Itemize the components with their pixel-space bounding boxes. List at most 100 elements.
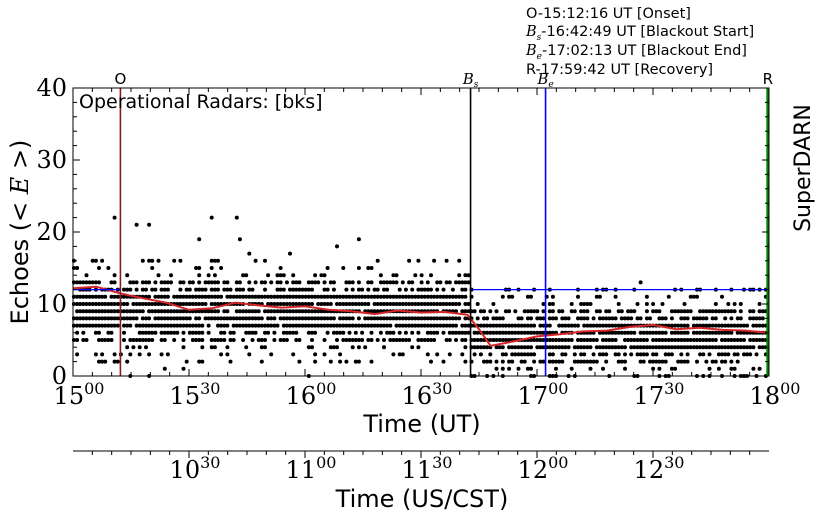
- scatter-point: [616, 302, 621, 306]
- scatter-point: [641, 330, 646, 335]
- scatter-point: [701, 330, 706, 335]
- scatter-point: [159, 330, 164, 335]
- scatter-point: [209, 338, 214, 342]
- scatter-point: [219, 266, 224, 270]
- scatter-point: [754, 352, 759, 357]
- scatter-point: [344, 287, 349, 292]
- scatter-point: [112, 280, 117, 285]
- x-tick-label-ut: 1630: [402, 379, 453, 410]
- scatter-point: [169, 316, 173, 321]
- scatter-point: [463, 345, 468, 350]
- scatter-point: [554, 359, 558, 364]
- scatter-point: [385, 280, 390, 285]
- scatter-point: [93, 302, 98, 306]
- scatter-point: [97, 330, 101, 335]
- scatter-point: [582, 316, 587, 321]
- scatter-point: [419, 294, 424, 299]
- scatter-point: [194, 294, 199, 299]
- scatter-point: [281, 338, 286, 342]
- scatter-point: [438, 294, 443, 299]
- scatter-point: [288, 316, 292, 321]
- scatter-point: [407, 316, 412, 321]
- scatter-point: [150, 323, 155, 328]
- scatter-point: [284, 338, 289, 342]
- scatter-point: [407, 280, 412, 285]
- scatter-point: [550, 352, 555, 357]
- scatter-point: [291, 287, 296, 292]
- scatter-point: [125, 302, 130, 306]
- scatter-point: [713, 330, 718, 335]
- scatter-point: [388, 294, 393, 299]
- annotation-blackout-end: Be-17:02:13 UT [Blackout End]: [526, 42, 747, 66]
- scatter-point: [206, 280, 211, 285]
- scatter-point: [450, 330, 455, 335]
- x-tick-label-ut: 1530: [170, 379, 221, 410]
- scatter-point: [466, 309, 471, 314]
- scatter-point: [115, 359, 120, 364]
- scatter-point: [194, 287, 199, 292]
- scatter-point: [75, 323, 80, 328]
- scatter-point: [685, 359, 690, 364]
- scatter-point: [363, 345, 368, 350]
- x-tick-label-cst: 1030: [170, 453, 221, 484]
- scatter-point: [704, 345, 709, 350]
- scatter-point: [494, 316, 499, 321]
- scatter-point: [419, 316, 424, 321]
- scatter-point: [432, 316, 437, 321]
- scatter-point: [732, 352, 737, 357]
- scatter-point: [751, 338, 756, 342]
- scatter-point: [748, 316, 753, 321]
- scatter-point: [125, 316, 130, 321]
- scatter-point: [122, 316, 126, 321]
- scatter-point: [278, 302, 283, 306]
- scatter-point: [250, 287, 255, 292]
- scatter-point: [660, 338, 665, 342]
- scatter-point: [579, 302, 584, 306]
- scatter-point: [131, 345, 136, 350]
- scatter-point: [494, 330, 499, 335]
- scatter-point: [472, 352, 477, 357]
- scatter-point: [635, 352, 640, 357]
- scatter-point: [566, 338, 571, 342]
- scatter-point: [397, 302, 402, 306]
- scatter-point: [247, 294, 252, 299]
- scatter-point: [644, 302, 649, 306]
- scatter-point: [525, 366, 530, 371]
- scatter-point: [172, 323, 177, 328]
- scatter-point: [444, 316, 449, 321]
- scatter-point: [93, 309, 98, 314]
- scatter-point: [663, 316, 668, 321]
- scatter-point: [710, 330, 715, 335]
- scatter-point: [569, 309, 574, 314]
- scatter-point: [209, 302, 214, 306]
- scatter-point: [297, 287, 302, 292]
- scatter-point: [112, 309, 117, 314]
- scatter-point: [582, 359, 587, 364]
- scatter-point: [203, 302, 208, 306]
- scatter-point: [178, 287, 183, 292]
- scatter-point: [751, 366, 756, 371]
- scatter-point: [438, 323, 443, 328]
- scatter-point: [75, 330, 80, 335]
- scatter-point: [751, 316, 756, 321]
- scatter-point: [491, 316, 496, 321]
- scatter-point: [190, 338, 195, 342]
- scatter-point: [519, 316, 524, 321]
- scatter-point: [663, 352, 668, 357]
- annotation-blackout-end-text: -17:02:13 UT [Blackout End]: [541, 43, 747, 59]
- scatter-point: [115, 294, 120, 299]
- scatter-point: [444, 338, 449, 342]
- scatter-point: [432, 323, 437, 328]
- scatter-point: [103, 316, 108, 321]
- scatter-point: [128, 338, 133, 342]
- scatter-point: [729, 309, 734, 314]
- scatter-point: [366, 302, 371, 306]
- scatter-point: [284, 309, 289, 314]
- scatter-point: [234, 323, 239, 328]
- scatter-point: [81, 323, 86, 328]
- scatter-point: [638, 330, 643, 335]
- scatter-point: [187, 280, 192, 285]
- scatter-point: [140, 287, 145, 292]
- scatter-point: [90, 323, 95, 328]
- scatter-point: [629, 338, 634, 342]
